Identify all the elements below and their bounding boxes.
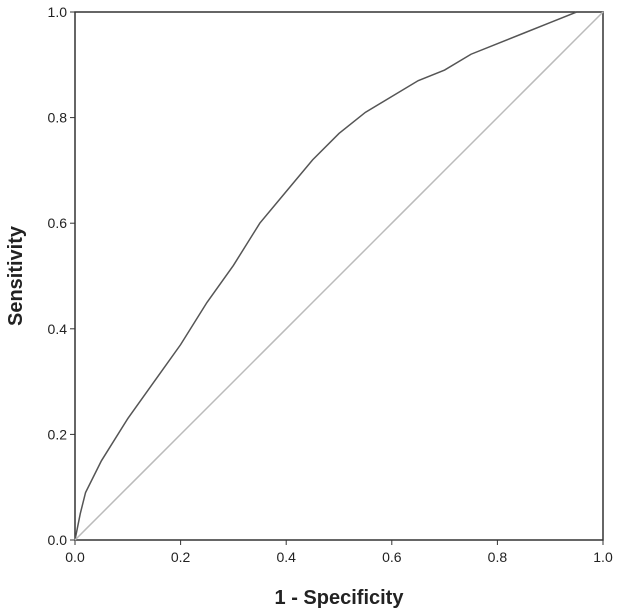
x-tick-label: 0.0 (65, 549, 85, 565)
line (74, 11, 603, 541)
x-axis-label: 1 - Specificity (275, 587, 405, 609)
y-tick-label: 0.6 (48, 215, 68, 231)
y-tick-label: 0.8 (48, 110, 68, 126)
y-tick-label: 0.0 (48, 532, 68, 548)
y-tick-label: 1.0 (48, 4, 68, 20)
line (74, 11, 604, 541)
y-tick-label: 0.4 (48, 321, 68, 337)
x-tick-label: 1.0 (593, 549, 613, 565)
y-axis-label: Sensitivity (5, 225, 27, 326)
x-tick-label: 0.8 (488, 549, 508, 565)
x-tick-label: 0.4 (276, 549, 296, 565)
x-tick-label: 0.6 (382, 549, 402, 565)
y-tick-label: 0.2 (48, 426, 68, 442)
x-tick-label: 0.2 (171, 549, 191, 565)
plot-frame (74, 11, 604, 541)
